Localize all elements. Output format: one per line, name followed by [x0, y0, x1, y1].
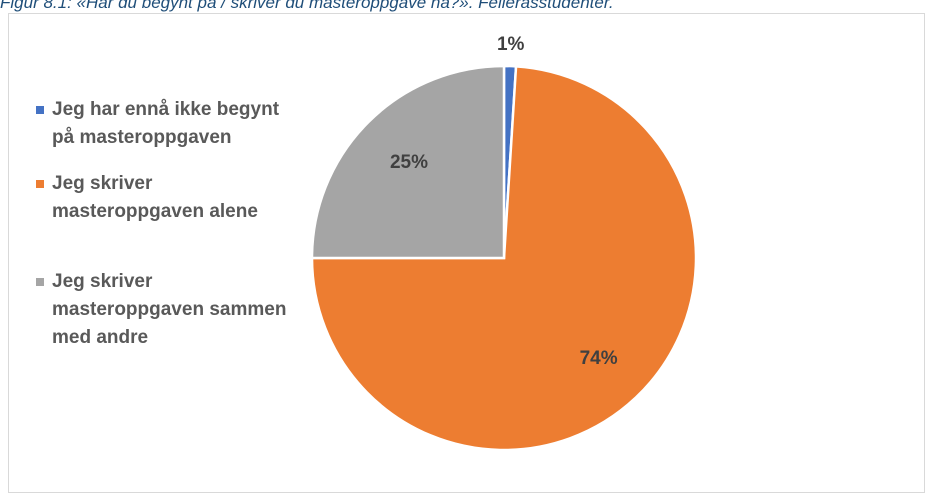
legend-item-together: Jeg skriver masteroppgaven sammen med an…: [36, 268, 296, 352]
legend-swatch-alone: [36, 180, 44, 188]
legend-label-not-started: Jeg har ennå ikke begynt på masteroppgav…: [52, 99, 280, 148]
legend-item-not-started: Jeg har ennå ikke begynt på masteroppgav…: [36, 96, 296, 152]
legend: Jeg har ennå ikke begynt på masteroppgav…: [36, 96, 296, 352]
legend-item-alone: Jeg skriver masteroppgaven alene: [36, 170, 296, 226]
figure-caption: Figur 8.1: «Har du begynt på / skriver d…: [0, 0, 614, 12]
pie-slice-together: [310, 64, 506, 260]
legend-label-alone: Jeg skriver masteroppgaven alene: [52, 173, 258, 222]
legend-swatch-not-started: [36, 106, 44, 114]
legend-label-together: Jeg skriver masteroppgaven sammen med an…: [52, 271, 287, 348]
legend-swatch-together: [36, 278, 44, 286]
data-label-alone: 74%: [580, 348, 618, 369]
data-label-together: 25%: [390, 152, 428, 173]
data-label-not-started: 1%: [497, 34, 525, 55]
